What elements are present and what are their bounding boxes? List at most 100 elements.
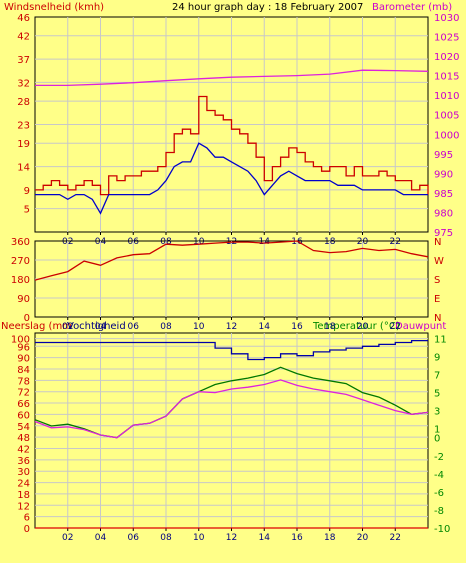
y-right-tick-label: -2 bbox=[434, 452, 444, 463]
y-right-tick-label: 11 bbox=[434, 334, 447, 345]
y-left-tick-label: 90 bbox=[17, 354, 30, 365]
y-right-tick-label: 990 bbox=[434, 169, 453, 180]
x-tick-label: 10 bbox=[193, 322, 205, 332]
y-right-tick-label: 5 bbox=[434, 389, 440, 400]
y-left-tick-label: 66 bbox=[17, 399, 30, 410]
y-left-tick-label: 32 bbox=[17, 78, 30, 89]
y-left-tick-label: 48 bbox=[17, 433, 30, 444]
y-left-tick-label: 12 bbox=[17, 501, 30, 512]
y-left-tick-label: 24 bbox=[17, 479, 30, 490]
y-right-tick-label: 1015 bbox=[434, 72, 459, 83]
y-left-tick-label: 36 bbox=[17, 456, 30, 467]
y-left-tick-label: 54 bbox=[17, 422, 30, 433]
y-right-tick-label: 1010 bbox=[434, 91, 459, 102]
y-left-tick-label: 23 bbox=[17, 121, 30, 132]
y-right-tick-label: 975 bbox=[434, 228, 453, 239]
y-right-tick-label: E bbox=[434, 294, 440, 305]
x-tick-label: 02 bbox=[62, 533, 73, 543]
wind-axis-title: Windsnelheid (kmh) bbox=[4, 2, 104, 13]
x-tick-label: 16 bbox=[291, 533, 303, 543]
y-right-tick-label: -4 bbox=[434, 470, 444, 481]
x-tick-label: 04 bbox=[95, 322, 107, 332]
x-tick-label: 14 bbox=[259, 322, 271, 332]
dewpoint-line bbox=[34, 379, 429, 439]
y-right-tick-label: 7 bbox=[434, 371, 440, 382]
temperature-axis-title: Temperatuur (°C) bbox=[312, 321, 400, 332]
y-left-tick-label: 0 bbox=[24, 524, 30, 535]
y-left-tick-label: 14 bbox=[17, 163, 30, 174]
y-left-tick-label: 60 bbox=[17, 410, 30, 421]
y-left-tick-label: 90 bbox=[17, 294, 30, 305]
x-tick-label: 12 bbox=[226, 322, 237, 332]
x-tick-label: 16 bbox=[291, 322, 303, 332]
y-left-tick-label: 37 bbox=[17, 55, 30, 66]
wind-gust-line bbox=[35, 95, 429, 196]
y-right-tick-label: 1000 bbox=[434, 130, 459, 141]
y-left-tick-label: 42 bbox=[17, 444, 30, 455]
y-right-tick-label: W bbox=[434, 256, 444, 267]
y-left-tick-label: 84 bbox=[17, 365, 30, 376]
x-tick-label: 08 bbox=[160, 533, 172, 543]
barometer-line bbox=[35, 69, 429, 87]
y-right-tick-label: S bbox=[434, 275, 440, 286]
humidity-temperature-panel: 02 04 06 08 10 12 14 16 18 20 22061218243036424854… bbox=[11, 332, 450, 543]
y-left-tick-label: 0 bbox=[24, 313, 30, 324]
y-left-tick-label: 18 bbox=[17, 490, 30, 501]
x-tick-label: 22 bbox=[390, 533, 401, 543]
x-tick-label: 08 bbox=[160, 322, 172, 332]
chart-title: 24 hour graph day : 18 February 2007 bbox=[172, 2, 363, 13]
dewpoint-axis-title: Dauwpunt bbox=[395, 321, 446, 332]
y-right-tick-label: 1025 bbox=[434, 33, 459, 44]
wind-barometer-panel: 02 04 06 08 10 12 14 16 18 20 22591419232832374246… bbox=[17, 13, 459, 247]
y-left-tick-label: 46 bbox=[17, 13, 30, 24]
x-tick-label: 14 bbox=[259, 533, 271, 543]
y-left-tick-label: 270 bbox=[11, 256, 30, 267]
x-tick-label: 22 bbox=[390, 322, 401, 332]
y-left-tick-label: 100 bbox=[11, 335, 30, 346]
y-left-tick-label: 6 bbox=[24, 513, 30, 524]
y-right-tick-label: 1020 bbox=[434, 52, 459, 63]
humidity-line bbox=[35, 339, 428, 361]
y-left-tick-label: 72 bbox=[17, 388, 30, 399]
y-left-tick-label: 5 bbox=[24, 205, 30, 216]
x-tick-label: 20 bbox=[357, 322, 369, 332]
x-tick-label: 10 bbox=[193, 533, 205, 543]
rain-axis-title: Neerslag (mm bbox=[1, 321, 72, 332]
y-right-tick-label: N bbox=[434, 237, 441, 248]
y-right-tick-label: -8 bbox=[434, 506, 444, 517]
y-left-tick-label: 180 bbox=[11, 275, 30, 286]
x-tick-label: 18 bbox=[324, 533, 336, 543]
y-right-tick-label: 3 bbox=[434, 407, 440, 418]
x-tick-label: 06 bbox=[128, 322, 140, 332]
x-tick-label: 18 bbox=[324, 322, 336, 332]
y-left-tick-label: 360 bbox=[11, 237, 30, 248]
y-left-tick-label: 9 bbox=[24, 186, 30, 197]
y-left-tick-label: 19 bbox=[17, 139, 30, 150]
y-right-tick-label: -6 bbox=[434, 488, 444, 499]
x-tick-label: 20 bbox=[357, 533, 369, 543]
humidity-axis-title: Vochtigheid bbox=[67, 321, 126, 332]
y-right-tick-label: 1 bbox=[434, 425, 440, 436]
y-left-tick-label: 78 bbox=[17, 376, 30, 387]
wind-direction-line bbox=[34, 240, 429, 281]
y-right-tick-label: 0 bbox=[434, 434, 440, 445]
x-tick-label: 12 bbox=[226, 533, 237, 543]
y-right-tick-label: 1030 bbox=[434, 13, 459, 24]
wind-average-line bbox=[35, 142, 428, 215]
y-left-tick-label: 96 bbox=[17, 342, 30, 353]
y-right-tick-label: -10 bbox=[434, 524, 450, 535]
y-left-tick-label: 42 bbox=[17, 32, 30, 43]
x-tick-label: 06 bbox=[128, 533, 140, 543]
x-tick-label: 04 bbox=[95, 533, 107, 543]
x-tick-label: 02 bbox=[62, 322, 73, 332]
y-right-tick-label: 985 bbox=[434, 189, 453, 200]
y-right-tick-label: 980 bbox=[434, 208, 453, 219]
y-right-tick-label: 9 bbox=[434, 352, 440, 363]
y-left-tick-label: 30 bbox=[17, 467, 30, 478]
y-right-tick-label: 995 bbox=[434, 150, 453, 161]
barometer-axis-title: Barometer (mb) bbox=[372, 2, 452, 13]
y-left-tick-label: 28 bbox=[17, 97, 30, 108]
